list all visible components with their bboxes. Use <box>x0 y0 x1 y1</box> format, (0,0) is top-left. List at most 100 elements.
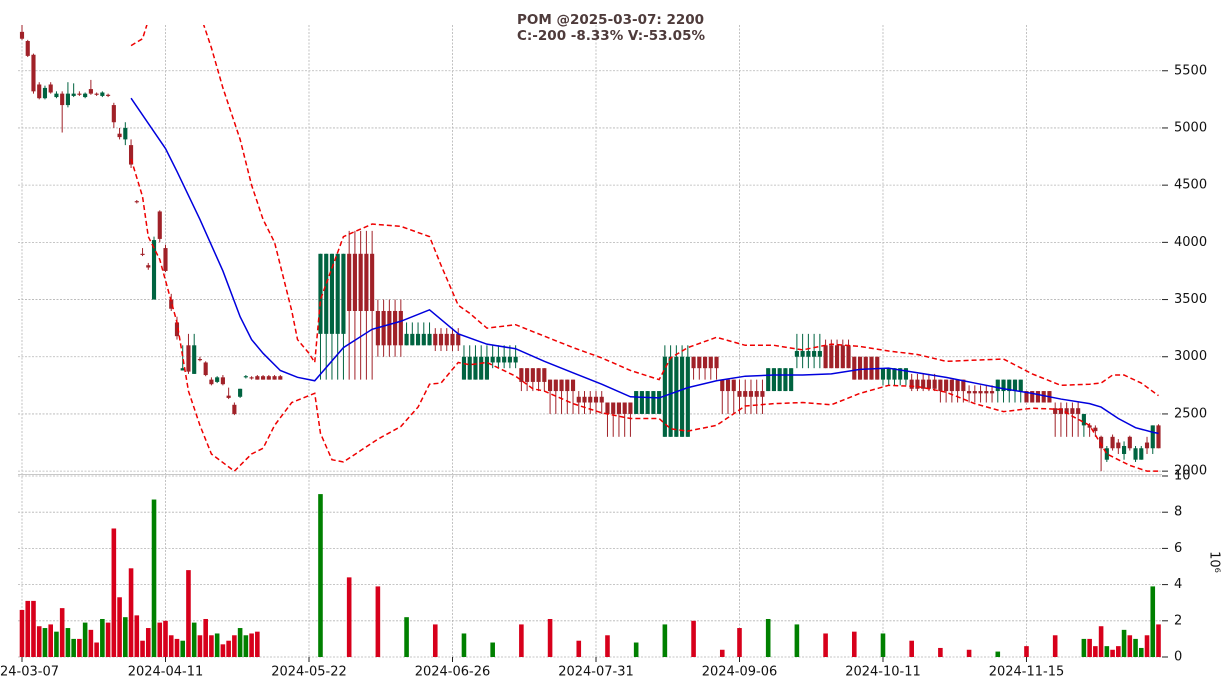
candle-body <box>639 391 644 414</box>
candle-body <box>616 402 622 414</box>
candle-body <box>1064 408 1069 414</box>
candle-body <box>783 368 788 392</box>
volume-bar <box>1144 635 1150 657</box>
candle-body <box>662 356 667 437</box>
candle-body <box>1116 442 1121 449</box>
volume-bar <box>1127 635 1133 657</box>
x-tick-label: 24-03-07 <box>0 665 59 680</box>
candle-body <box>794 351 799 357</box>
candle-body <box>1001 379 1006 392</box>
y-tick-label: 5000 <box>1174 120 1207 135</box>
candle-body <box>502 356 507 363</box>
candle-body <box>622 402 627 414</box>
volume-bar <box>794 624 800 657</box>
candle-body <box>318 253 323 334</box>
x-tick-label: 2024-04-11 <box>128 665 204 680</box>
candle-body <box>651 391 656 414</box>
grid <box>18 25 1162 658</box>
volume-bar <box>1116 646 1121 657</box>
candle-body <box>128 145 134 165</box>
candle-body <box>829 345 834 369</box>
candle-body <box>754 391 759 397</box>
candle-body <box>777 368 782 392</box>
candle-body <box>106 94 111 96</box>
volume-bar <box>117 597 122 657</box>
candle-body <box>1104 448 1109 460</box>
candle-body <box>731 379 736 392</box>
candle-body <box>1150 425 1155 449</box>
candle-body <box>387 310 392 346</box>
candle-body <box>444 333 449 346</box>
volume-bar <box>1098 626 1104 657</box>
candle-body <box>1012 379 1018 392</box>
candle-body <box>410 333 415 346</box>
candle-body <box>857 356 863 380</box>
candle-body <box>146 265 151 268</box>
candle-body <box>903 368 909 380</box>
volume-panel <box>19 494 1161 657</box>
candle-body <box>415 333 421 346</box>
x-tick-label: 2024-10-11 <box>845 665 921 680</box>
volume-bar <box>1138 647 1144 657</box>
volume-bar <box>82 622 88 657</box>
candle-body <box>840 345 845 369</box>
volume-bar <box>1087 638 1092 657</box>
candle-body <box>1041 391 1046 403</box>
volume-bar <box>966 649 972 657</box>
volume-bar <box>214 633 220 657</box>
volume-bar <box>346 577 352 657</box>
candle-body <box>65 93 70 106</box>
candle-body <box>1099 436 1104 449</box>
candle-body <box>967 391 972 394</box>
candle-body <box>674 356 679 437</box>
candle-body <box>467 356 472 380</box>
candle-body <box>536 368 541 382</box>
volume-bar <box>203 618 208 657</box>
candle-body <box>37 84 42 99</box>
candle-body <box>1156 425 1161 449</box>
candle-body <box>1087 425 1092 428</box>
candle-body <box>668 356 673 437</box>
y-tick-label: 2000 <box>1174 464 1207 479</box>
volume-bar <box>105 622 111 657</box>
candle-body <box>553 379 558 392</box>
candle-body <box>421 333 426 346</box>
candle-body <box>949 379 954 392</box>
candle-body <box>852 356 857 380</box>
volume-bar <box>88 629 94 657</box>
y-tick-label: 2 <box>1174 613 1182 628</box>
candle-body <box>117 133 122 138</box>
candle-body <box>748 391 754 397</box>
candle-body <box>984 391 989 394</box>
candle-body <box>1133 448 1138 460</box>
candle-body <box>238 388 243 397</box>
candle-body <box>329 253 335 334</box>
candle-body <box>1081 413 1086 426</box>
candle-body <box>921 379 926 389</box>
y-tick-label: 3500 <box>1174 292 1207 307</box>
volume-bar <box>519 624 524 657</box>
candle-body <box>944 379 949 392</box>
volume-bar <box>168 635 174 657</box>
candle-body <box>570 379 576 392</box>
volume-bar <box>1133 638 1138 657</box>
candle-body <box>232 404 237 414</box>
candle-body <box>484 356 489 380</box>
volume-bar <box>134 615 140 657</box>
volume-bar <box>128 568 134 657</box>
volume-bar <box>36 626 42 657</box>
candle-body <box>863 356 868 380</box>
volume-bar <box>243 635 249 657</box>
volume-bar <box>237 628 243 657</box>
candle-body <box>972 391 977 394</box>
candle-body <box>525 368 530 382</box>
candle-body <box>880 368 886 380</box>
volume-bar <box>42 628 48 657</box>
candle-body <box>582 396 587 403</box>
candle-body <box>83 93 88 98</box>
volume-bar <box>662 624 668 657</box>
candle-body <box>576 396 581 403</box>
candle-body <box>926 379 931 389</box>
candle-body <box>123 127 128 140</box>
candle-body <box>697 356 702 369</box>
